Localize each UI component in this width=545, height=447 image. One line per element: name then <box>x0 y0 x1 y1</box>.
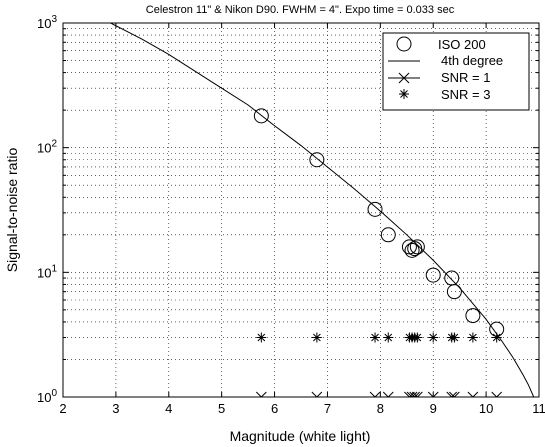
x-tick-label: 10 <box>479 401 493 416</box>
legend-label-snr3: SNR = 3 <box>441 87 491 102</box>
legend-star-marker <box>399 89 409 99</box>
point-snr-3 <box>467 332 478 343</box>
point-snr-3 <box>412 332 423 343</box>
x-axis-label: Magnitude (white light) <box>230 428 371 444</box>
point-snr-3 <box>491 332 502 343</box>
legend-label-4th-degree: 4th degree <box>441 53 503 68</box>
point-snr-3 <box>256 332 267 343</box>
series-line-4th-degree <box>110 23 535 397</box>
point-snr-3 <box>428 332 439 343</box>
point-snr-3 <box>311 332 322 343</box>
point-snr-1 <box>406 391 418 397</box>
y-tick-label: 103 <box>37 14 57 31</box>
legend-label-iso200: ISO 200 <box>438 37 486 52</box>
point-snr-1 <box>427 391 439 397</box>
ticks: 2 3 4 5 6 7 8 9 10 11 100 101 102 103 <box>37 14 545 416</box>
x-tick-label: 4 <box>165 401 172 416</box>
point-snr-1 <box>404 391 415 397</box>
point-iso-200 <box>409 239 425 255</box>
point-iso-200 <box>309 152 325 168</box>
point-snr-1 <box>255 391 267 397</box>
x-tick-label: 6 <box>271 401 278 416</box>
point-iso-200 <box>425 267 441 283</box>
point-snr-3 <box>383 332 394 343</box>
x-tick-label: 11 <box>532 401 545 416</box>
point-snr-1 <box>369 391 381 397</box>
point-snr-1 <box>412 391 423 397</box>
point-iso-200 <box>367 201 383 217</box>
point-snr-1 <box>409 391 421 397</box>
legend-circle-marker <box>396 36 412 52</box>
chart-title: Celestron 11" & Nikon D90. FWHM = 4". Ex… <box>146 4 455 16</box>
y-axis-label: Signal-to-noise ratio <box>4 148 20 273</box>
legend: ISO 200 4th degree SNR = 1 SNR = 3 <box>382 32 530 111</box>
y-tick-label: 102 <box>37 139 57 156</box>
point-snr-3 <box>370 332 381 343</box>
point-iso-200 <box>404 242 420 258</box>
x-tick-label: 2 <box>59 401 66 416</box>
point-snr-1 <box>311 391 323 397</box>
x-tick-label: 5 <box>218 401 225 416</box>
point-snr-1 <box>491 391 503 397</box>
legend-label-snr1: SNR = 1 <box>441 70 491 85</box>
series-layer <box>110 23 535 397</box>
point-snr-3 <box>449 332 460 343</box>
point-snr-1 <box>449 391 460 397</box>
y-tick-label: 100 <box>37 388 57 405</box>
plot-frame <box>62 22 540 398</box>
point-iso-200 <box>253 108 269 124</box>
point-snr-1 <box>382 391 394 397</box>
point-iso-200 <box>380 227 396 243</box>
x-tick-label: 7 <box>324 401 331 416</box>
y-tick-label: 101 <box>37 263 57 280</box>
point-iso-200 <box>465 308 481 324</box>
x-tick-label: 9 <box>430 401 437 416</box>
x-tick-label: 8 <box>377 401 384 416</box>
legend-x-marker <box>398 72 410 84</box>
point-snr-1 <box>467 391 479 397</box>
x-tick-label: 3 <box>112 401 119 416</box>
point-snr-1 <box>446 391 458 397</box>
point-iso-200 <box>446 284 462 300</box>
